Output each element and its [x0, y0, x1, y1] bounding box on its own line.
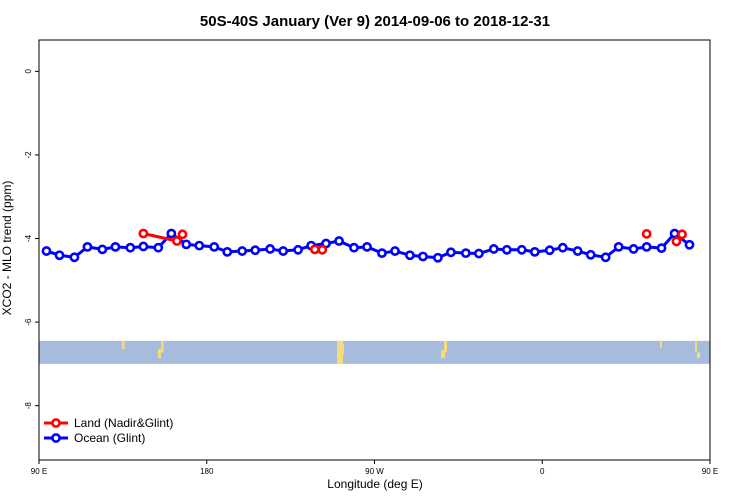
chart-title: 50S-40S January (Ver 9) 2014-09-06 to 20… [200, 13, 550, 30]
data-point [317, 244, 328, 255]
land-patch [341, 343, 344, 355]
data-point [684, 239, 695, 250]
data-point [41, 246, 52, 256]
data-point [557, 242, 568, 253]
land-patch [337, 340, 343, 364]
data-point [138, 228, 149, 239]
data-point [501, 244, 512, 255]
x-tick-label: 180 [200, 467, 214, 476]
plot-frame [38, 39, 711, 461]
data-point [432, 252, 443, 263]
y-tick-label: -4 [24, 234, 33, 242]
data-point [585, 249, 596, 260]
data-point [54, 250, 65, 261]
data-point [641, 241, 652, 252]
x-tick-label: 90 W [365, 467, 384, 476]
land-patch [161, 340, 164, 353]
legend-marker [51, 433, 61, 443]
data-point [181, 239, 192, 250]
x-tick-label: 90 E [702, 467, 718, 476]
y-tick-label: -8 [24, 402, 33, 410]
ocean-band [39, 340, 710, 364]
series-land [138, 228, 687, 255]
data-point [138, 241, 149, 252]
land-patch [697, 352, 700, 359]
data-point [418, 251, 428, 262]
data-point [209, 241, 220, 252]
data-point [671, 236, 682, 247]
x-axis: 90 E 180 90 W 0 90 E [31, 460, 718, 476]
data-point [641, 229, 652, 239]
data-point [405, 250, 415, 261]
data-point [390, 246, 400, 256]
data-point [250, 245, 261, 256]
x-tick-label: 90 E [31, 467, 47, 476]
data-point [334, 236, 344, 246]
land-patch [660, 340, 662, 348]
data-point [669, 228, 680, 239]
data-point [656, 243, 667, 254]
data-point [172, 236, 182, 246]
data-point [460, 248, 471, 259]
data-point [349, 242, 359, 253]
data-point [613, 241, 624, 252]
land-patch [444, 340, 447, 353]
data-point [677, 229, 687, 240]
x-axis-label: Longitude (deg E) [327, 477, 422, 491]
map-strip [39, 340, 710, 364]
data-point [362, 241, 372, 252]
data-point [166, 228, 177, 239]
data-point [194, 240, 205, 251]
data-point [473, 248, 484, 259]
data-point [278, 246, 289, 256]
data-point [97, 244, 108, 255]
data-point [293, 244, 303, 255]
data-point [153, 242, 164, 253]
data-point [377, 248, 387, 259]
series-layer [41, 228, 695, 263]
land-patch [122, 340, 125, 349]
data-point [600, 252, 611, 263]
data-point [265, 244, 276, 254]
legend: Land (Nadir&Glint)Ocean (Glint) [44, 416, 173, 445]
data-point [222, 246, 233, 257]
data-point [544, 245, 555, 256]
data-point [529, 246, 540, 257]
y-tick-label: 0 [24, 69, 33, 74]
y-axis-label: XCO2 - MLO trend (ppm) [0, 181, 14, 316]
y-axis: 0 -2 -4 -6 -8 [24, 69, 39, 410]
land-patch [695, 340, 697, 352]
data-point [446, 247, 456, 258]
data-point [125, 242, 136, 253]
land-patch [158, 348, 161, 359]
legend-marker [51, 418, 61, 428]
x-tick-label: 0 [540, 467, 545, 476]
data-point [516, 244, 527, 255]
legend-label: Land (Nadir&Glint) [74, 416, 173, 430]
land-patch [441, 350, 445, 359]
data-point [69, 252, 80, 263]
y-tick-label: -6 [24, 318, 33, 326]
data-point [488, 244, 499, 254]
data-point [177, 229, 188, 240]
data-point [237, 246, 248, 256]
data-point [309, 244, 320, 255]
y-tick-label: -2 [24, 151, 33, 159]
data-point [628, 244, 639, 254]
legend-label: Ocean (Glint) [74, 431, 145, 445]
series-line [143, 232, 178, 243]
data-point [572, 246, 583, 256]
data-point [110, 241, 121, 252]
data-point [82, 241, 93, 252]
